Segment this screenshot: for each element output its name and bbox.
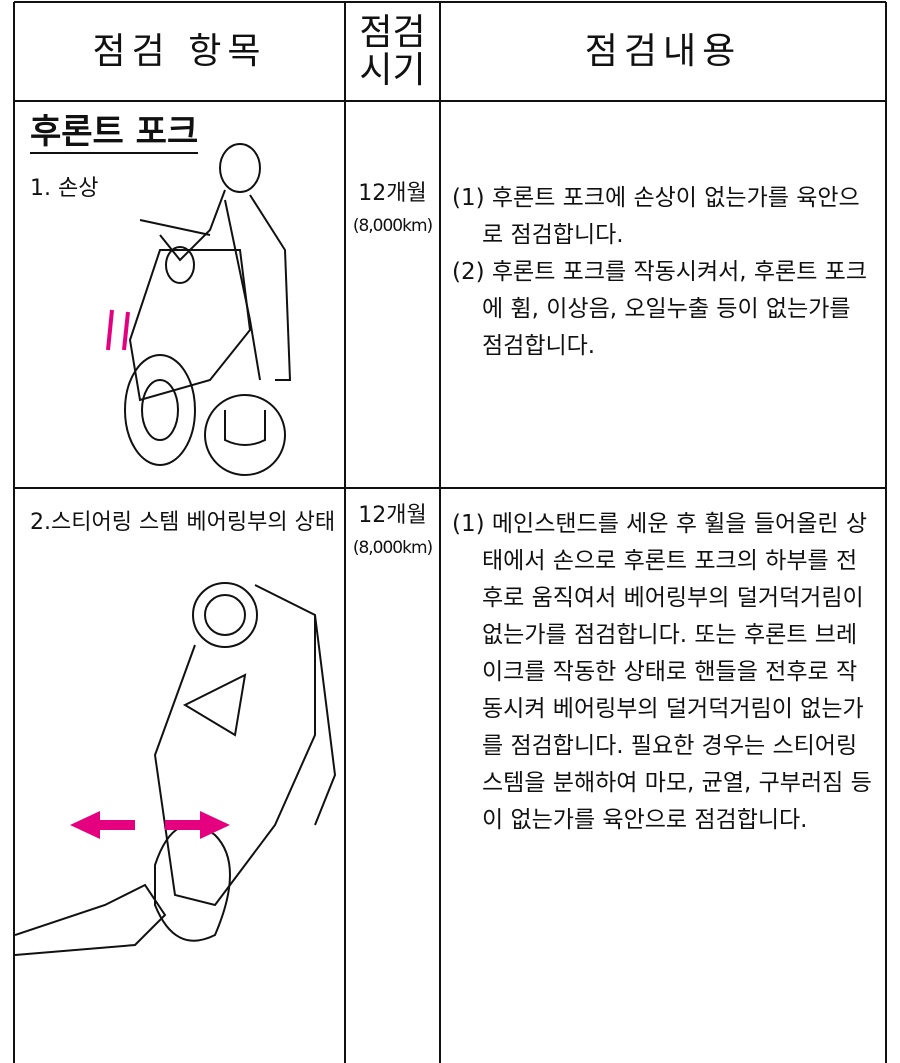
header-period: 점검 시기 bbox=[345, 2, 440, 101]
item: 2.스티어링 스템 베어링부의 상태 bbox=[30, 510, 336, 535]
period: 12개월 (8,000km) bbox=[345, 178, 440, 242]
distance: (8,000km) bbox=[352, 216, 433, 236]
header-content: 점검내용 bbox=[584, 30, 742, 72]
distance: (8,000km) bbox=[352, 538, 433, 558]
period-value: 12개월 bbox=[358, 181, 427, 206]
steering-illustration bbox=[15, 582, 337, 956]
header-period-line: 시기 bbox=[359, 49, 426, 91]
scooter-illustration bbox=[106, 143, 292, 476]
header-item: 점검 항목 bbox=[92, 30, 267, 72]
period: 12개월 (8,000km) bbox=[345, 500, 440, 564]
content-paragraph: (1) 메인스탠드를 세운 후 휠을 들어올린 상태에서 손으로 후론트 포크의… bbox=[452, 511, 872, 833]
header-period-line: 점검 bbox=[359, 11, 426, 53]
period-value: 12개월 bbox=[358, 503, 427, 528]
content: (1) 후론트 포크에 손상이 없는가를 육안으로 점검합니다. (2) 후론트… bbox=[452, 180, 872, 365]
section-title: 후론트 포크 bbox=[30, 112, 199, 154]
item: 1. 손상 bbox=[30, 176, 99, 201]
content-paragraph: (1) 후론트 포크에 손상이 없는가를 육안으로 점검합니다. bbox=[452, 185, 860, 248]
content-paragraph: (2) 후론트 포크를 작동시켜서, 후론트 포크에 휨, 이상음, 오일누출 … bbox=[452, 259, 868, 359]
content: (1) 메인스탠드를 세운 후 휠을 들어올린 상태에서 손으로 후론트 포크의… bbox=[452, 506, 876, 839]
